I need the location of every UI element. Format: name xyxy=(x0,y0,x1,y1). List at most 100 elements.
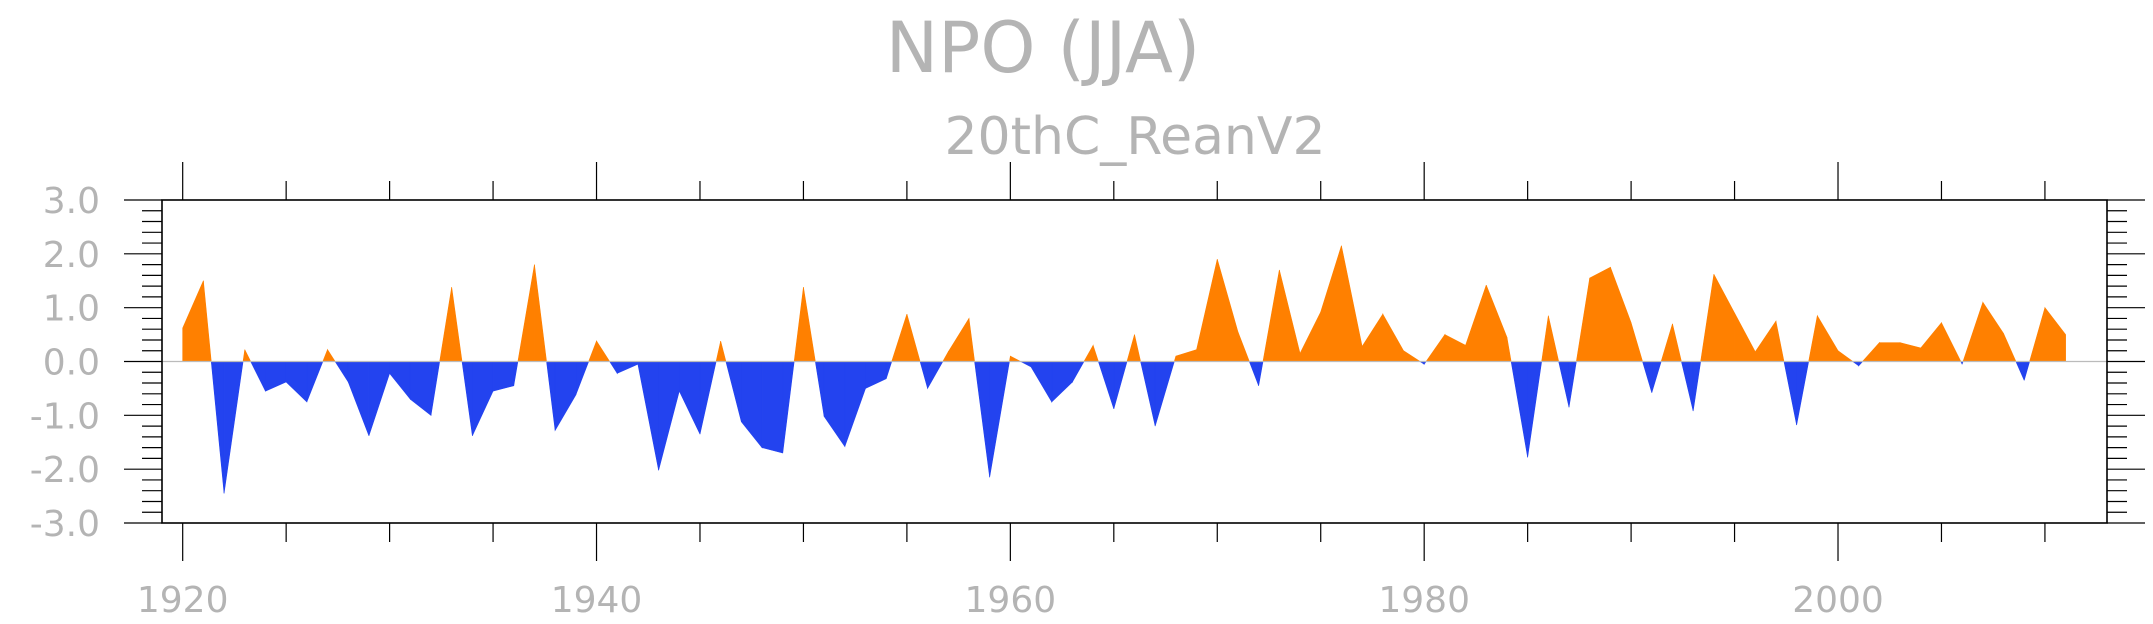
positive-area xyxy=(1660,323,1673,362)
negative-area xyxy=(409,361,432,416)
negative-area xyxy=(609,361,618,375)
positive-area xyxy=(1610,267,1632,362)
positive-area xyxy=(1962,302,1984,362)
negative-area xyxy=(1796,361,1810,426)
positive-area xyxy=(1403,350,1422,362)
positive-area xyxy=(1734,312,1756,362)
positive-area xyxy=(1175,349,1197,362)
negative-area xyxy=(334,361,349,383)
negative-area xyxy=(844,361,866,447)
positive-area xyxy=(322,349,328,362)
positive-area xyxy=(1700,274,1715,362)
negative-area xyxy=(1248,361,1259,386)
negative-area xyxy=(678,361,701,435)
negative-area xyxy=(761,361,784,454)
positive-area xyxy=(1941,322,1962,362)
negative-area xyxy=(1072,361,1085,384)
positive-area xyxy=(1341,245,1363,362)
negative-area xyxy=(250,361,266,392)
negative-area xyxy=(616,361,639,374)
negative-area xyxy=(1568,361,1577,408)
positive-area xyxy=(1548,315,1560,362)
negative-area xyxy=(347,361,370,436)
negative-area xyxy=(782,361,795,454)
negative-area xyxy=(1154,361,1175,427)
y-tick-label: -3.0 xyxy=(30,504,100,545)
negative-area xyxy=(265,361,287,392)
positive-area xyxy=(2003,333,2017,362)
negative-area xyxy=(285,361,308,403)
positive-area xyxy=(1237,331,1250,362)
chart-subtitle: 20thC_ReanV2 xyxy=(944,107,1325,167)
positive-area xyxy=(1196,259,1218,362)
negative-area xyxy=(306,361,324,402)
positive-area xyxy=(327,348,336,362)
x-tick-label: 1980 xyxy=(1378,580,1470,621)
x-tick-label: 1960 xyxy=(965,580,1057,621)
positive-area xyxy=(1444,334,1466,362)
positive-area xyxy=(1320,245,1342,362)
positive-area xyxy=(451,287,463,362)
positive-area xyxy=(1485,284,1508,362)
negative-area xyxy=(637,361,659,471)
positive-area xyxy=(1920,321,1942,362)
positive-area xyxy=(1506,337,1512,362)
positive-area xyxy=(517,264,535,362)
positive-area xyxy=(803,287,816,362)
positive-area xyxy=(182,280,204,362)
negative-area xyxy=(1510,361,1528,458)
positive-area xyxy=(968,318,975,362)
negative-area xyxy=(814,361,825,417)
positive-area xyxy=(1541,315,1549,362)
positive-area xyxy=(1879,342,1901,362)
y-tick-label: 1.0 xyxy=(43,289,100,330)
negative-area xyxy=(699,361,717,435)
positive-area xyxy=(1465,284,1487,362)
negative-area xyxy=(1140,361,1156,427)
y-tick-label: 0.0 xyxy=(43,343,100,384)
negative-area xyxy=(430,361,441,416)
positive-area xyxy=(588,340,597,362)
positive-area xyxy=(1589,266,1611,362)
positive-area xyxy=(534,264,547,362)
positive-area xyxy=(1134,334,1141,362)
positive-area xyxy=(1010,355,1021,362)
chart-title: NPO (JJA) xyxy=(886,7,1201,89)
positive-area xyxy=(1982,301,2004,362)
negative-area xyxy=(1558,361,1570,408)
negative-area xyxy=(823,361,846,448)
negative-area xyxy=(210,361,225,494)
negative-area xyxy=(974,361,990,478)
positive-area xyxy=(1216,259,1239,362)
positive-area xyxy=(1361,313,1384,362)
negative-area xyxy=(1681,361,1694,412)
positive-area xyxy=(1083,344,1094,362)
x-tick-label: 1940 xyxy=(551,580,643,621)
positive-area xyxy=(715,340,721,362)
positive-area xyxy=(947,317,970,362)
negative-area xyxy=(989,361,1010,478)
negative-area xyxy=(725,361,742,422)
negative-area xyxy=(575,361,590,395)
positive-area xyxy=(1126,334,1135,362)
negative-area xyxy=(1051,361,1073,403)
positive-area xyxy=(906,314,921,362)
y-tick-label: -2.0 xyxy=(30,450,100,491)
negative-area xyxy=(1030,361,1053,403)
y-tick-label: 3.0 xyxy=(43,181,100,222)
negative-area xyxy=(513,361,519,386)
positive-area xyxy=(942,350,949,362)
negative-area xyxy=(1258,361,1264,386)
positive-area xyxy=(1382,312,1404,362)
positive-area xyxy=(793,287,804,362)
negative-area xyxy=(554,361,577,432)
positive-area xyxy=(720,340,727,362)
positive-area xyxy=(1775,321,1785,362)
negative-area xyxy=(389,361,411,401)
positive-area xyxy=(1262,269,1280,362)
negative-area xyxy=(1858,361,1864,367)
negative-area xyxy=(1097,361,1115,409)
positive-area xyxy=(1817,314,1839,362)
positive-area xyxy=(1861,341,1880,362)
